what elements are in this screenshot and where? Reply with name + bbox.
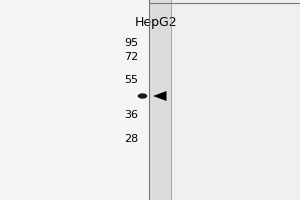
Text: 55: 55 — [124, 75, 138, 85]
Text: 72: 72 — [124, 52, 138, 62]
Bar — [148, 0, 300, 200]
Bar — [171, 0, 300, 200]
Text: 36: 36 — [124, 110, 138, 120]
Text: HepG2: HepG2 — [135, 16, 177, 29]
Ellipse shape — [138, 93, 147, 99]
Text: 28: 28 — [124, 134, 138, 144]
Text: 95: 95 — [124, 38, 138, 48]
Polygon shape — [153, 91, 166, 101]
Bar — [0, 0, 148, 200]
Bar — [148, 0, 171, 200]
